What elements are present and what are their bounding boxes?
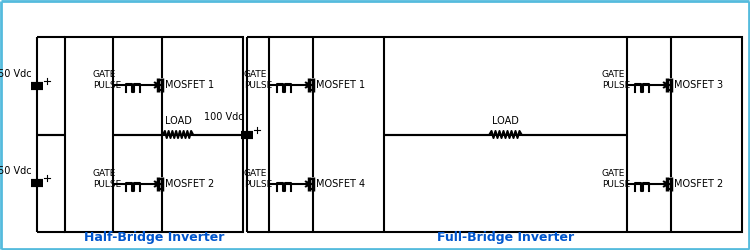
Text: MOSFET 1: MOSFET 1 bbox=[316, 80, 365, 90]
Text: LOAD: LOAD bbox=[492, 116, 519, 126]
Text: GATE
PULSE: GATE PULSE bbox=[244, 70, 272, 90]
Text: LOAD: LOAD bbox=[164, 116, 191, 126]
Text: MOSFET 4: MOSFET 4 bbox=[316, 179, 365, 189]
Bar bbox=[269, 37, 742, 232]
Text: GATE
PULSE: GATE PULSE bbox=[244, 169, 272, 189]
Text: 50 Vdc: 50 Vdc bbox=[0, 166, 32, 176]
Text: MOSFET 2: MOSFET 2 bbox=[674, 179, 723, 189]
Text: 100 Vdc: 100 Vdc bbox=[204, 112, 244, 122]
Text: MOSFET 1: MOSFET 1 bbox=[165, 80, 214, 90]
Text: Half-Bridge Inverter: Half-Bridge Inverter bbox=[84, 231, 224, 244]
Text: MOSFET 2: MOSFET 2 bbox=[165, 179, 214, 189]
Text: GATE
PULSE: GATE PULSE bbox=[93, 169, 121, 189]
Text: Full-Bridge Inverter: Full-Bridge Inverter bbox=[437, 231, 574, 244]
Text: GATE
PULSE: GATE PULSE bbox=[602, 70, 630, 90]
Text: 50 Vdc: 50 Vdc bbox=[0, 69, 32, 79]
Text: MOSFET 3: MOSFET 3 bbox=[674, 80, 723, 90]
Text: GATE
PULSE: GATE PULSE bbox=[93, 70, 121, 90]
Bar bbox=[65, 37, 243, 232]
Text: GATE
PULSE: GATE PULSE bbox=[602, 169, 630, 189]
